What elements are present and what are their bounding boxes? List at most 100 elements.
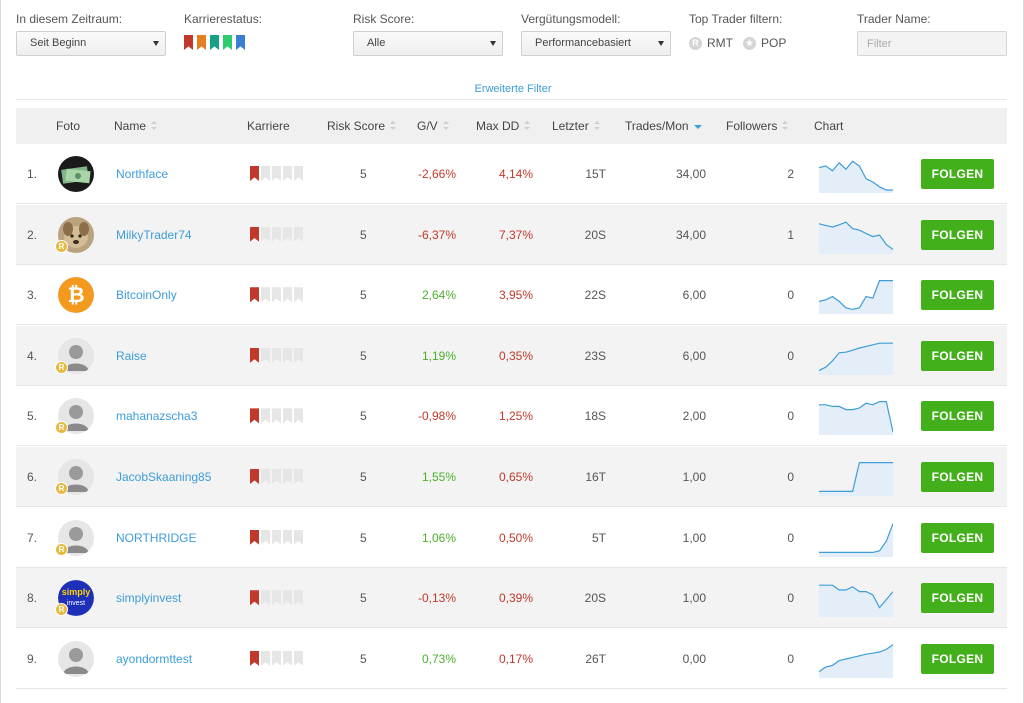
career-level-flag-icon [261,166,270,181]
risk-score: 5 [360,348,367,363]
performance-sparkline[interactable] [819,397,893,436]
career-level-flag-icon [272,650,281,666]
performance-sparkline[interactable] [819,276,893,315]
table-row: 2. R MilkyTrader74 5 -6,37% 7,37% 20S 34,00 1 FOL… [16,204,1007,265]
trader-name-link[interactable]: Northface [116,167,169,181]
follow-button[interactable]: FOLGEN [921,219,994,250]
career-level-flag-icon [272,226,281,242]
career-flag-icon[interactable] [184,35,193,50]
profit-loss: 1,55% [421,470,456,484]
header-followers[interactable]: Followers [726,108,789,144]
follow-button[interactable]: FOLGEN [921,401,994,432]
header-last[interactable]: Letzter [552,108,600,144]
followers-count: 0 [787,651,794,666]
follow-button[interactable]: FOLGEN [921,522,994,553]
compensation-select[interactable]: Performancebasiert [521,31,671,56]
trader-photo[interactable] [58,640,94,677]
trader-photo[interactable]: R [55,337,94,374]
trader-photo[interactable] [58,156,94,192]
period-select[interactable]: Seit Beginn [16,31,166,56]
header-maxdd[interactable]: Max DD [476,108,531,144]
last-trade: 16T [585,470,606,484]
performance-sparkline[interactable] [819,337,893,375]
rmt-badge-icon: R [689,36,702,50]
follow-button[interactable]: FOLGEN [921,462,994,492]
header-career: Karriere [247,108,290,144]
header-last-label: Letzter [552,119,589,133]
follow-button[interactable]: FOLGEN [921,643,994,674]
performance-sparkline[interactable] [819,155,893,193]
max-drawdown: 0,17% [498,651,533,666]
trader-name-link[interactable]: mahanazscha3 [116,409,198,424]
header-gv[interactable]: G/V [417,108,449,144]
sort-icon [593,121,600,131]
trader-name-link[interactable]: MilkyTrader74 [116,227,192,242]
career-flags [250,469,303,485]
career-level-flag-icon [250,529,259,545]
career-level-flag-icon [261,287,270,303]
trader-name-link[interactable]: NORTHRIDGE [116,530,197,545]
chevron-down-icon [658,41,664,46]
career-level-flag-icon [272,347,281,363]
advanced-filters-link[interactable]: Erweiterte Filter [474,83,552,95]
follow-button-wrap: FOLGEN [921,219,994,280]
career-flags [250,166,303,182]
chevron-down-icon [490,41,496,46]
header-risk[interactable]: Risk Score [327,108,397,144]
career-level-flag-icon [250,408,259,424]
trader-photo[interactable]: ₿ [58,277,94,314]
row-rank: 6. [27,470,38,484]
career-level-flag-icon [294,226,303,242]
header-followers-label: Followers [726,119,778,133]
rmt-badge-icon: R [55,482,68,495]
trader-photo[interactable]: R [55,398,94,435]
career-flag-icon[interactable] [236,35,245,50]
trader-name-input[interactable] [857,31,1007,56]
header-trades[interactable]: Trades/Mon [625,108,702,144]
followers-count: 0 [787,530,794,545]
rmt-badge-icon: R [55,603,68,617]
follow-button[interactable]: FOLGEN [921,583,994,614]
performance-sparkline[interactable] [819,216,893,254]
trader-name-link[interactable]: JacobSkaaning85 [116,470,212,484]
career-flag-icon[interactable] [223,35,232,50]
follow-button[interactable]: FOLGEN [921,159,994,189]
svg-text:₿: ₿ [67,284,84,307]
performance-sparkline[interactable] [819,640,893,678]
career-level-flag-icon [294,529,303,545]
performance-sparkline[interactable] [819,579,893,618]
rmt-toggle[interactable]: R RMT [689,36,733,50]
follow-button[interactable]: FOLGEN [921,280,994,311]
trader-photo[interactable]: R [55,459,94,495]
performance-sparkline[interactable] [819,519,893,557]
table-row: 3. ₿ BitcoinOnly 5 2,64% 3,95% 22S 6,00 0 FOLGEN [16,265,1007,326]
sort-icon [782,121,789,131]
trader-name-link[interactable]: Raise [116,348,147,363]
trader-photo[interactable]: R [55,519,94,556]
trader-photo[interactable]: R [55,216,94,253]
career-flag-icon[interactable] [210,35,219,50]
risk-select[interactable]: Alle [353,31,503,56]
career-filter: Karrierestatus: [184,11,294,61]
max-drawdown: 4,14% [498,167,533,181]
trades-per-month: 0,00 [682,651,706,666]
follow-button-wrap: FOLGEN [921,583,994,643]
performance-sparkline[interactable] [819,458,893,496]
follow-button-wrap: FOLGEN [921,462,994,522]
trader-name-link[interactable]: BitcoinOnly [116,288,177,303]
career-flag-icon[interactable] [197,35,206,50]
table-row: 9. ayondormttest 5 0,73% 0,17% 26T 0,00 0 FOLGEN [16,629,1007,689]
career-level-flag-icon [294,166,303,181]
profit-loss: 2,64% [421,288,456,303]
trader-photo[interactable]: simply invest R [55,580,94,617]
trades-per-month: 34,00 [675,167,706,181]
pop-toggle[interactable]: ★ POP [743,36,786,50]
followers-count: 2 [787,167,794,181]
trader-name-link[interactable]: simplyinvest [116,591,182,606]
header-name[interactable]: Name [114,108,158,144]
career-level-flag-icon [272,529,281,545]
trader-name-link[interactable]: ayondormttest [116,651,193,666]
risk-score: 5 [360,409,367,424]
follow-button[interactable]: FOLGEN [921,340,994,371]
